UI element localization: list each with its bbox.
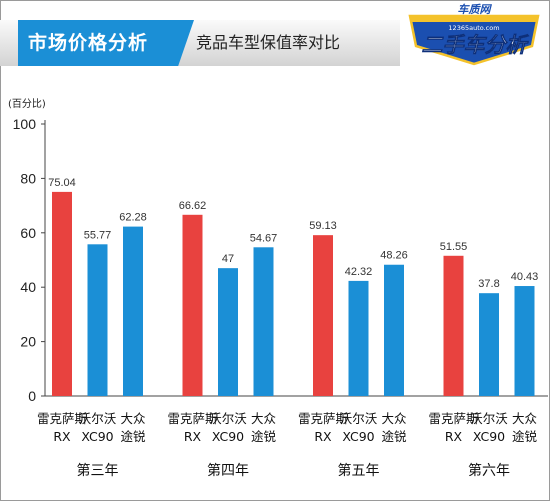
x-tick-label: XC90 bbox=[473, 429, 505, 444]
bar bbox=[52, 191, 72, 396]
bar-value-label: 47 bbox=[222, 253, 234, 265]
x-tick-label: XC90 bbox=[342, 429, 374, 444]
bar bbox=[182, 214, 203, 396]
x-tick-label: 沃尔沃 bbox=[209, 411, 247, 426]
y-tick-label: 40 bbox=[20, 279, 36, 295]
group-label: 第六年 bbox=[468, 462, 510, 479]
x-tick-label: 途锐 bbox=[120, 429, 146, 444]
x-tick-label: 雷克萨斯 bbox=[298, 411, 348, 426]
logo-band-icon bbox=[410, 16, 538, 22]
bar-value-label: 48.26 bbox=[380, 250, 408, 262]
x-tick-label: 大众 bbox=[381, 411, 406, 426]
used-car-analysis-logo: 车质网 12365auto.com 二手车分析 bbox=[408, 3, 540, 66]
x-tick-label: 途锐 bbox=[381, 429, 407, 444]
logo-main-text: 二手车分析 bbox=[422, 33, 530, 57]
bar bbox=[443, 255, 464, 396]
x-tick-label: 大众 bbox=[120, 411, 145, 426]
header-banner: 市场价格分析 竞品车型保值率对比 车质网 12365auto.com 二手车分析 bbox=[0, 0, 550, 66]
y-axis-label: (百分比) bbox=[8, 98, 46, 110]
bar-value-label: 37.8 bbox=[478, 278, 499, 290]
x-tick-label: RX bbox=[314, 429, 332, 444]
x-tick-label: 大众 bbox=[251, 411, 276, 426]
bar-value-label: 54.67 bbox=[250, 232, 278, 244]
bar-value-label: 75.04 bbox=[48, 177, 76, 189]
bar bbox=[348, 280, 369, 396]
logo-brand: 车质网 bbox=[458, 3, 493, 16]
bar bbox=[218, 268, 238, 396]
logo-url: 12365auto.com bbox=[448, 24, 499, 32]
bar bbox=[87, 244, 108, 396]
bar bbox=[479, 293, 499, 396]
y-tick-label: 80 bbox=[20, 170, 36, 186]
y-tick-label: 20 bbox=[20, 334, 36, 350]
header-blue-tab bbox=[18, 20, 194, 66]
y-tick-label: 60 bbox=[20, 225, 36, 241]
bar-value-label: 42.32 bbox=[345, 266, 373, 278]
x-tick-label: 途锐 bbox=[512, 429, 538, 444]
bar-value-label: 62.28 bbox=[119, 212, 147, 224]
x-tick-label: 途锐 bbox=[251, 429, 277, 444]
x-tick-label: 沃尔沃 bbox=[470, 411, 508, 426]
bar-value-label: 66.62 bbox=[179, 200, 207, 212]
x-tick-label: XC90 bbox=[81, 429, 113, 444]
y-tick-label: 0 bbox=[28, 388, 36, 404]
page-subtitle: 竞品车型保值率对比 bbox=[196, 33, 341, 52]
x-tick-label: 沃尔沃 bbox=[340, 411, 378, 426]
y-tick-label: 100 bbox=[13, 116, 37, 132]
bar-value-label: 40.43 bbox=[511, 271, 539, 283]
bar bbox=[514, 286, 535, 396]
group-label: 第五年 bbox=[338, 462, 380, 479]
bar bbox=[253, 247, 274, 396]
bar-value-label: 59.13 bbox=[309, 220, 337, 232]
x-tick-label: XC90 bbox=[212, 429, 244, 444]
bar-value-label: 51.55 bbox=[440, 241, 468, 253]
x-tick-label: 大众 bbox=[512, 411, 537, 426]
x-tick-label: 沃尔沃 bbox=[79, 411, 117, 426]
group-label: 第四年 bbox=[207, 462, 249, 479]
x-tick-label: 雷克萨斯 bbox=[428, 411, 478, 426]
x-tick-label: RX bbox=[184, 429, 202, 444]
bar bbox=[384, 264, 404, 396]
x-tick-label: 雷克萨斯 bbox=[167, 411, 217, 426]
page-title: 市场价格分析 bbox=[28, 32, 149, 54]
bar bbox=[313, 235, 333, 396]
x-tick-label: RX bbox=[53, 429, 71, 444]
x-tick-label: RX bbox=[445, 429, 463, 444]
bar bbox=[123, 226, 143, 396]
group-label: 第三年 bbox=[77, 462, 119, 479]
bar-value-label: 55.77 bbox=[84, 229, 112, 241]
x-tick-label: 雷克萨斯 bbox=[37, 411, 87, 426]
